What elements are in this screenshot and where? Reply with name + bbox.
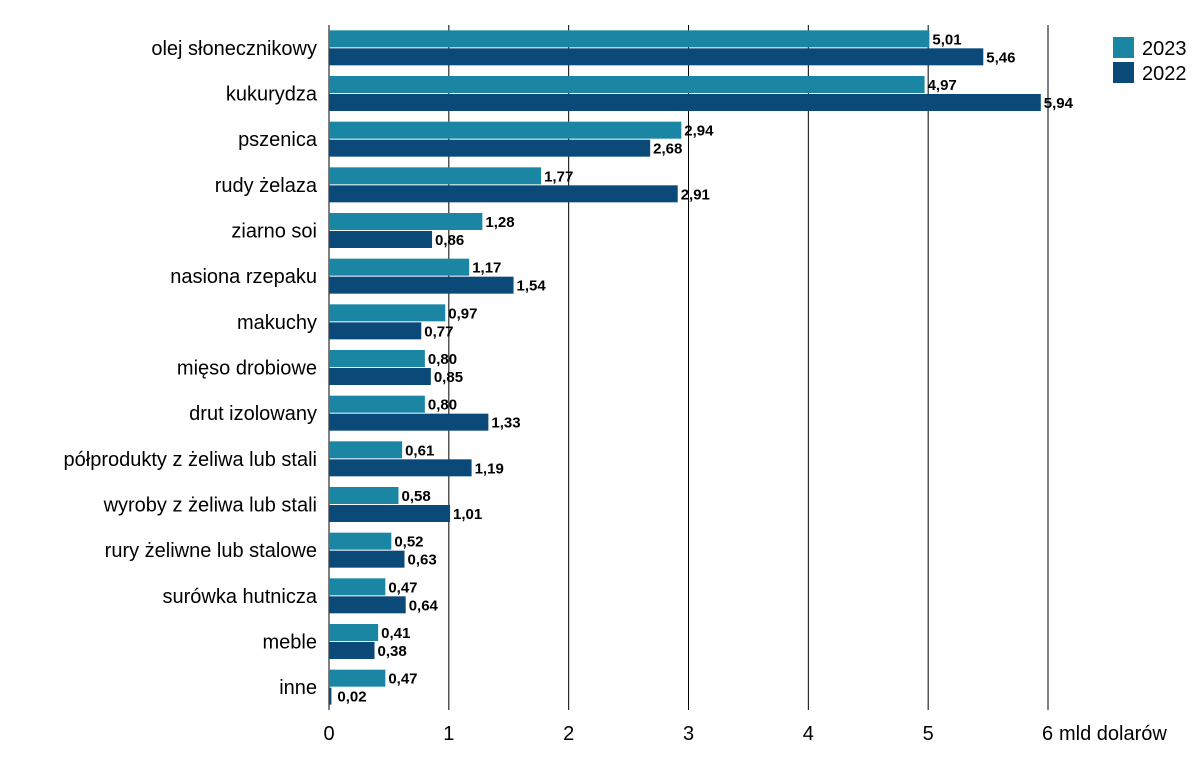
category-label: nasiona rzepaku — [170, 266, 317, 288]
bar-2023 — [329, 441, 403, 459]
category-label: ziarno soi — [231, 221, 317, 243]
bar-2022 — [329, 94, 1041, 111]
bar-2022 — [329, 413, 489, 431]
bar-2023 — [329, 76, 925, 93]
bar-2023 — [329, 624, 379, 641]
value-label-2023: 0,80 — [428, 397, 457, 414]
value-label-2023: 0,41 — [381, 625, 410, 642]
bar-2023 — [329, 121, 682, 139]
bar-2023 — [329, 304, 446, 322]
legend: 2023 2022 — [1113, 37, 1187, 85]
category-label: inne — [279, 677, 317, 699]
category-label: mięso drobiowe — [177, 358, 317, 380]
bar-2022 — [329, 505, 451, 522]
value-label-2022: 0,38 — [378, 643, 407, 660]
category-label: meble — [263, 632, 317, 654]
bar-2022 — [329, 550, 405, 568]
category-label: pszenica — [238, 129, 318, 151]
x-axis-tick-labels: 0 1 2 3 4 5 6 mld dolarów — [323, 723, 1167, 745]
value-label-2022: 2,91 — [681, 186, 710, 203]
value-label-2022: 0,64 — [409, 597, 439, 614]
value-label-2023: 0,52 — [394, 534, 423, 551]
bar-2023 — [329, 669, 386, 687]
value-label-2023: 0,58 — [402, 488, 431, 505]
x-axis-unit-label: mld dolarów — [1059, 723, 1167, 745]
bar-2023 — [329, 30, 930, 48]
bar-2023 — [329, 532, 392, 550]
value-label-2022: 1,33 — [491, 415, 520, 432]
tick-label-0: 0 — [323, 723, 334, 745]
category-label: makuchy — [237, 312, 317, 334]
value-label-2022: 0,02 — [337, 689, 366, 706]
bar-2022 — [329, 642, 375, 659]
value-label-2023: 4,97 — [928, 77, 957, 94]
value-label-2022: 2,68 — [653, 141, 682, 158]
bar-2023 — [329, 350, 425, 367]
legend-label-2022: 2022 — [1142, 63, 1187, 85]
tick-label-6: 6 — [1042, 723, 1053, 745]
tick-label-1: 1 — [443, 723, 454, 745]
value-label-2023: 5,01 — [932, 31, 961, 48]
bar-2023 — [329, 167, 542, 185]
value-label-2022: 0,85 — [434, 369, 463, 386]
legend-swatch-2023 — [1113, 37, 1134, 58]
value-label-2023: 0,61 — [405, 442, 434, 459]
value-labels: 5,01 5,46 4,97 5,94 2,942,68 1,77 2,91 1,28 0,86… — [337, 31, 1073, 705]
category-label: wyroby z żeliwa lub stali — [103, 495, 317, 517]
bar-2022 — [329, 368, 431, 385]
value-label-2022: 1,54 — [517, 278, 547, 295]
tick-label-2: 2 — [563, 723, 574, 745]
bar-2022 — [329, 139, 651, 157]
value-label-2023: 2,94 — [684, 123, 714, 140]
bar-2022 — [329, 687, 332, 705]
bar-2023 — [329, 578, 386, 596]
bar-2023 — [329, 213, 483, 230]
value-label-2023: 0,80 — [428, 351, 457, 368]
value-label-2023: 1,77 — [544, 168, 573, 185]
value-label-2022: 1,01 — [453, 506, 482, 523]
bar-2022 — [329, 459, 472, 477]
category-label: drut izolowany — [189, 403, 317, 425]
bar-2022 — [329, 48, 984, 66]
value-label-2022: 0,77 — [424, 323, 453, 340]
value-label-2022: 5,46 — [986, 49, 1015, 66]
tick-label-4: 4 — [803, 723, 814, 745]
value-label-2022: 5,94 — [1044, 95, 1074, 112]
value-label-2022: 1,19 — [475, 460, 504, 477]
bar-2022 — [329, 596, 406, 614]
category-label: surówka hutnicza — [162, 586, 317, 608]
bar-2022 — [329, 276, 514, 294]
legend-label-2023: 2023 — [1142, 38, 1187, 60]
value-label-2023: 1,17 — [472, 260, 501, 277]
bar-2022 — [329, 185, 678, 203]
bars — [329, 30, 1041, 705]
category-labels: olej słonecznikowy kukurydza pszenica rudy … — [64, 38, 318, 699]
value-label-2023: 0,97 — [448, 305, 477, 322]
value-label-2022: 0,86 — [435, 232, 464, 249]
bar-2023 — [329, 258, 470, 276]
category-label: kukurydza — [226, 84, 318, 106]
bar-2022 — [329, 322, 422, 340]
value-label-2023: 0,47 — [388, 579, 417, 596]
gridlines — [328, 25, 1049, 710]
value-label-2022: 0,63 — [407, 552, 436, 569]
category-label: półprodukty z żeliwa lub stali — [64, 449, 317, 471]
tick-label-5: 5 — [923, 723, 934, 745]
category-label: olej słonecznikowy — [151, 38, 317, 60]
category-label: rudy żelaza — [215, 175, 318, 197]
legend-swatch-2022 — [1113, 62, 1134, 83]
value-label-2023: 0,47 — [388, 671, 417, 688]
tick-label-3: 3 — [683, 723, 694, 745]
bar-2022 — [329, 231, 433, 248]
value-label-2023: 1,28 — [485, 214, 514, 231]
category-label: rury żeliwne lub stalowe — [105, 540, 317, 562]
bar-2023 — [329, 395, 425, 413]
bar-2023 — [329, 487, 399, 504]
